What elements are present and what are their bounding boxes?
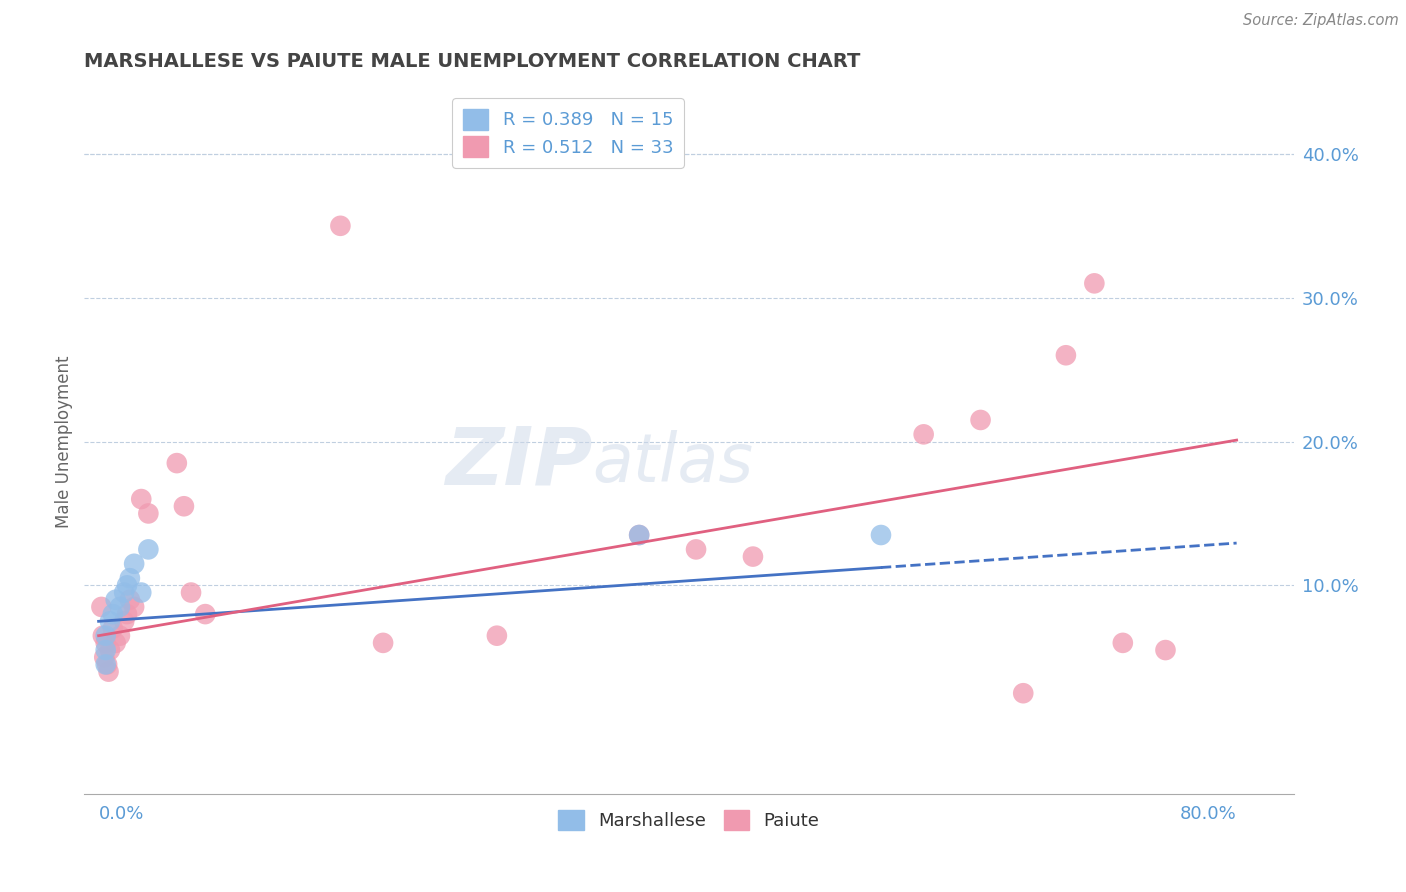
Point xyxy=(101,622,124,636)
Text: ZIP: ZIP xyxy=(444,424,592,501)
Point xyxy=(94,629,117,643)
Point xyxy=(1083,277,1105,291)
Point xyxy=(91,629,114,643)
Text: 80.0%: 80.0% xyxy=(1180,805,1237,823)
Point xyxy=(173,500,195,514)
Point xyxy=(93,650,115,665)
Point xyxy=(118,571,141,585)
Point xyxy=(628,528,651,542)
Point xyxy=(138,542,160,557)
Point xyxy=(1054,348,1077,362)
Point xyxy=(108,599,131,614)
Point xyxy=(112,615,135,629)
Point xyxy=(329,219,352,233)
Point xyxy=(371,636,394,650)
Point xyxy=(180,585,202,599)
Point xyxy=(115,607,138,621)
Point xyxy=(485,629,508,643)
Point xyxy=(129,585,152,599)
Point xyxy=(90,599,112,614)
Legend: Marshallese, Paiute: Marshallese, Paiute xyxy=(551,803,827,838)
Point xyxy=(94,657,117,672)
Point xyxy=(1112,636,1135,650)
Point xyxy=(94,636,117,650)
Point xyxy=(118,592,141,607)
Point xyxy=(104,592,127,607)
Point xyxy=(912,427,935,442)
Point xyxy=(112,585,135,599)
Point xyxy=(98,615,121,629)
Y-axis label: Male Unemployment: Male Unemployment xyxy=(55,355,73,528)
Point xyxy=(685,542,707,557)
Point xyxy=(108,629,131,643)
Point xyxy=(129,491,152,506)
Point xyxy=(96,657,118,672)
Point xyxy=(115,578,138,592)
Point xyxy=(98,643,121,657)
Point xyxy=(194,607,217,621)
Point xyxy=(870,528,893,542)
Point xyxy=(104,636,127,650)
Point xyxy=(166,456,188,470)
Text: 0.0%: 0.0% xyxy=(98,805,143,823)
Point xyxy=(628,528,651,542)
Point xyxy=(101,607,124,621)
Point xyxy=(969,413,991,427)
Point xyxy=(1154,643,1177,657)
Point xyxy=(94,643,117,657)
Point xyxy=(1012,686,1035,700)
Point xyxy=(122,557,145,571)
Point xyxy=(742,549,765,564)
Text: Source: ZipAtlas.com: Source: ZipAtlas.com xyxy=(1243,13,1399,29)
Point xyxy=(97,665,120,679)
Point xyxy=(122,599,145,614)
Point xyxy=(138,507,160,521)
Text: atlas: atlas xyxy=(592,430,754,496)
Text: MARSHALLESE VS PAIUTE MALE UNEMPLOYMENT CORRELATION CHART: MARSHALLESE VS PAIUTE MALE UNEMPLOYMENT … xyxy=(84,52,860,71)
